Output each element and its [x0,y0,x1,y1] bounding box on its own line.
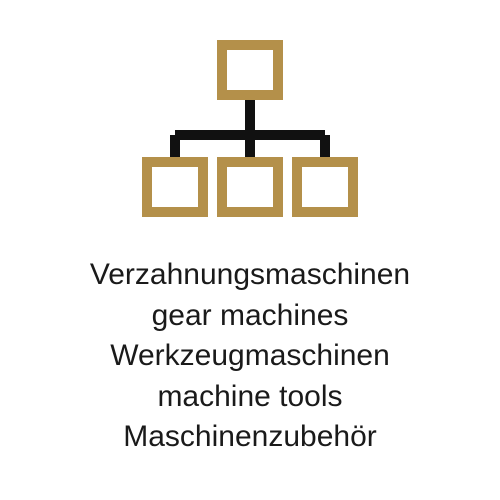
text-line-3: Werkzeugmaschinen [90,336,410,377]
hierarchy-icon [140,40,360,225]
hierarchy-connectors [175,95,325,160]
category-text-block: Verzahnungsmaschinen gear machines Werkz… [90,255,410,458]
hierarchy-bottom-box-left [147,162,203,212]
hierarchy-bottom-box-center [222,162,278,212]
hierarchy-top-box [222,45,278,95]
hierarchy-bottom-box-right [297,162,353,212]
text-line-4: machine tools [90,377,410,418]
text-line-2: gear machines [90,296,410,337]
text-line-5: Maschinenzubehör [90,417,410,458]
text-line-1: Verzahnungsmaschinen [90,255,410,296]
